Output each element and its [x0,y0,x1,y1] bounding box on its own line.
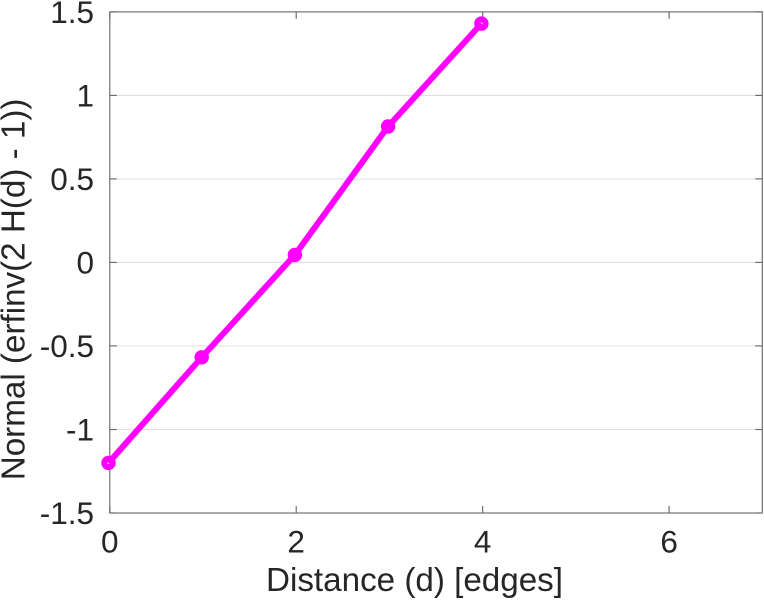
svg-text:0.5: 0.5 [50,161,94,197]
svg-text:2: 2 [287,524,305,560]
svg-text:0: 0 [76,244,94,280]
svg-text:1: 1 [76,77,94,113]
svg-text:6: 6 [660,524,678,560]
svg-text:1.5: 1.5 [50,0,94,30]
svg-text:0: 0 [101,524,119,560]
svg-text:Distance (d) [edges]: Distance (d) [edges] [266,562,563,599]
svg-text:-1.5: -1.5 [40,495,94,531]
svg-text:-1: -1 [66,411,94,447]
svg-text:Normal (erfinv(2 H(d) - 1)): Normal (erfinv(2 H(d) - 1)) [0,99,33,481]
svg-text:-0.5: -0.5 [40,328,94,364]
svg-text:4: 4 [474,524,492,560]
